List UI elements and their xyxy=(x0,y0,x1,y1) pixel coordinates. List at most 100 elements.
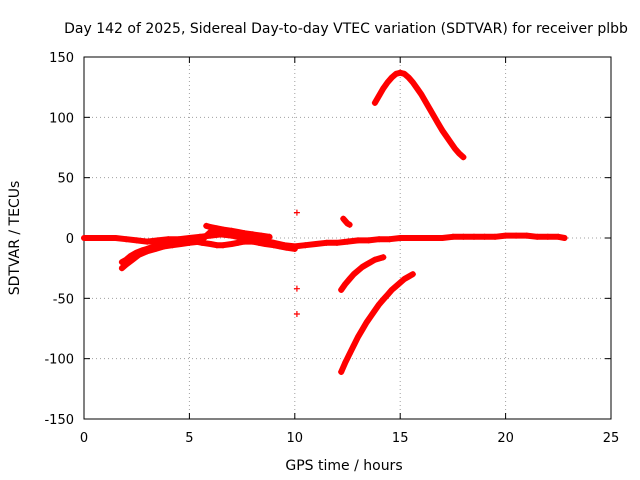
data-point xyxy=(371,307,378,314)
axis-ticks: 0 5 10 15 20 25 -150 -100 -50 0 50 100 150 xyxy=(44,51,619,446)
data-point xyxy=(355,333,362,340)
data-point xyxy=(430,113,437,120)
series-arc-middle xyxy=(338,254,387,293)
data-point xyxy=(266,233,273,240)
x-tick-label: 10 xyxy=(287,431,304,446)
data-point xyxy=(258,232,265,239)
data-point xyxy=(207,241,214,248)
data-point xyxy=(346,221,353,228)
data-point xyxy=(154,237,161,244)
data-point xyxy=(346,276,353,283)
data-point xyxy=(169,242,176,249)
data-point xyxy=(102,235,109,241)
data-point xyxy=(401,276,408,283)
data-point xyxy=(234,228,241,235)
series-morning-spread-2 xyxy=(118,228,246,272)
data-point xyxy=(397,279,404,286)
data-point xyxy=(283,244,290,251)
data-point xyxy=(380,85,387,92)
data-point xyxy=(363,319,370,326)
data-point xyxy=(186,239,193,246)
data-point xyxy=(418,91,425,98)
data-point xyxy=(435,120,442,127)
data-point xyxy=(270,242,277,249)
data-point xyxy=(144,238,151,245)
x-tick-label: 25 xyxy=(603,431,620,446)
data-point xyxy=(196,238,203,245)
series-band xyxy=(338,271,416,375)
y-tick-label: -100 xyxy=(44,353,74,368)
data-point xyxy=(228,227,235,234)
data-point xyxy=(213,242,220,249)
data-point xyxy=(241,230,248,237)
y-tick-label: 0 xyxy=(66,232,74,247)
data-point xyxy=(129,256,136,263)
data-point xyxy=(405,74,412,81)
data-point xyxy=(409,271,416,278)
y-tick-label: -150 xyxy=(44,413,74,428)
data-point xyxy=(241,238,248,245)
data-point xyxy=(426,105,433,112)
data-point xyxy=(220,242,227,249)
data-point xyxy=(492,233,499,240)
data-point xyxy=(443,133,450,140)
data-point xyxy=(456,150,463,157)
series-band xyxy=(203,222,273,240)
data-point xyxy=(220,226,227,233)
data-point xyxy=(409,79,416,86)
data-point xyxy=(376,255,383,262)
data-point xyxy=(439,235,446,241)
data-point xyxy=(262,241,269,248)
data-point xyxy=(344,238,351,245)
data-point xyxy=(323,239,330,246)
series-band xyxy=(371,69,467,161)
data-point xyxy=(365,237,372,244)
data-point xyxy=(392,70,399,77)
data-point xyxy=(123,261,130,268)
data-point xyxy=(460,154,467,161)
data-point xyxy=(513,232,520,239)
data-point xyxy=(380,296,387,303)
data-point xyxy=(152,245,159,252)
data-point xyxy=(249,238,256,245)
data-point xyxy=(376,301,383,308)
data-point xyxy=(447,139,454,146)
data-point xyxy=(561,235,568,241)
data-point xyxy=(333,239,340,246)
data-points xyxy=(81,69,568,375)
data-point xyxy=(91,235,98,241)
data-point xyxy=(422,98,429,105)
data-point xyxy=(544,233,551,240)
data-point xyxy=(293,285,300,292)
data-point xyxy=(293,311,300,318)
data-point xyxy=(350,271,357,278)
data-point xyxy=(449,233,456,240)
data-point xyxy=(397,69,404,76)
series-outliers xyxy=(293,209,300,318)
data-point xyxy=(405,273,412,280)
data-point xyxy=(342,280,349,287)
data-point xyxy=(359,326,366,333)
data-point xyxy=(291,245,298,252)
data-point xyxy=(407,235,414,241)
data-point xyxy=(350,342,357,349)
data-point xyxy=(342,359,349,366)
data-point xyxy=(177,241,184,248)
data-point xyxy=(338,368,345,375)
data-point xyxy=(161,243,168,250)
data-point xyxy=(277,243,284,250)
data-point xyxy=(384,79,391,86)
data-point xyxy=(523,232,530,239)
data-point xyxy=(439,127,446,134)
y-tick-label: -50 xyxy=(53,292,74,307)
data-point xyxy=(470,233,477,240)
data-point xyxy=(414,85,421,92)
data-point xyxy=(376,92,383,99)
chart-title: Day 142 of 2025, Sidereal Day-to-day VTE… xyxy=(64,21,628,37)
data-point xyxy=(249,231,256,238)
data-point xyxy=(371,99,378,106)
data-point xyxy=(112,235,119,241)
y-tick-label: 150 xyxy=(49,51,74,66)
series-morning-spread-3 xyxy=(203,222,273,240)
